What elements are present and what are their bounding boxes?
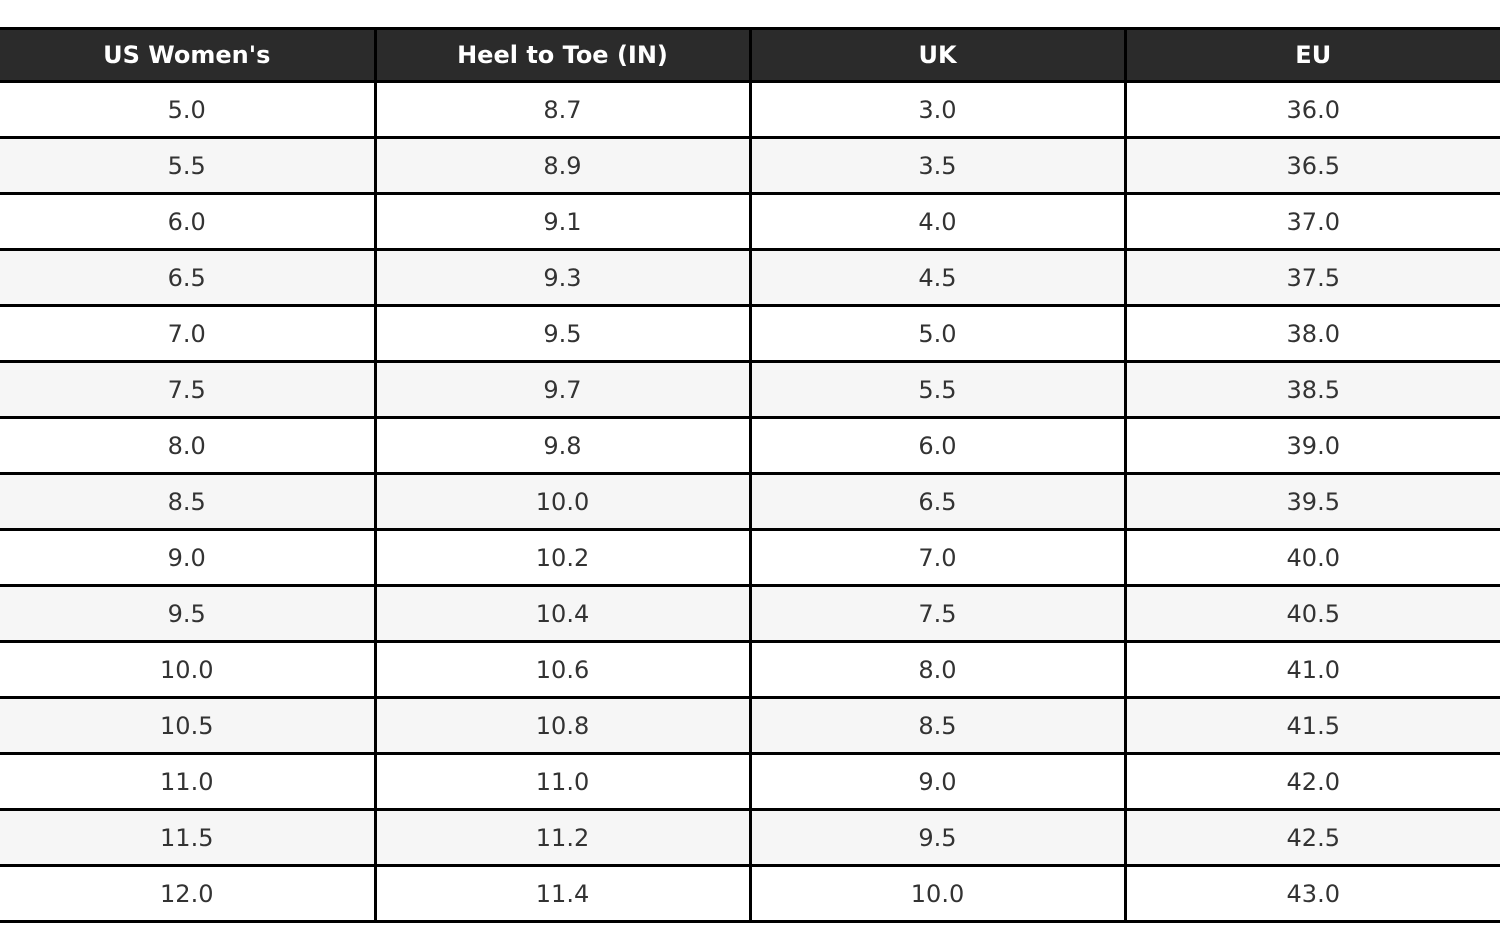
table-cell: 8.0 [748, 640, 1127, 699]
table-cell: 8.7 [373, 80, 752, 139]
table-cell: 11.4 [373, 864, 752, 923]
table-cell: 11.0 [373, 752, 752, 811]
table-row: 10.5 10.8 8.5 41.5 [0, 696, 1500, 755]
shoe-size-conversion-table: US Women's Heel to Toe (IN) UK EU 5.0 8.7 3.0… [0, 27, 1500, 923]
table-cell: 11.2 [373, 808, 752, 867]
table-row: 8.5 10.0 6.5 39.5 [0, 472, 1500, 531]
column-header-heel-to-toe-in: Heel to Toe (IN) [373, 27, 752, 83]
table-cell: 42.0 [1123, 752, 1500, 811]
table-cell: 40.0 [1123, 528, 1500, 587]
table-row: 7.5 9.7 5.5 38.5 [0, 360, 1500, 419]
table-cell: 4.0 [748, 192, 1127, 251]
table-row: 7.0 9.5 5.0 38.0 [0, 304, 1500, 363]
table-cell: 37.5 [1123, 248, 1500, 307]
table-cell: 7.0 [748, 528, 1127, 587]
table-cell: 9.0 [0, 528, 377, 587]
table-row: 6.5 9.3 4.5 37.5 [0, 248, 1500, 307]
table-cell: 37.0 [1123, 192, 1500, 251]
table-cell: 36.0 [1123, 80, 1500, 139]
table-cell: 36.5 [1123, 136, 1500, 195]
table-cell: 6.5 [0, 248, 377, 307]
table-cell: 10.8 [373, 696, 752, 755]
table-cell: 10.0 [0, 640, 377, 699]
table-cell: 11.0 [0, 752, 377, 811]
table-cell: 5.5 [748, 360, 1127, 419]
table-cell: 10.4 [373, 584, 752, 643]
table-cell: 4.5 [748, 248, 1127, 307]
table-cell: 8.9 [373, 136, 752, 195]
table-cell: 38.0 [1123, 304, 1500, 363]
table-cell: 9.5 [0, 584, 377, 643]
column-header-uk: UK [748, 27, 1127, 83]
table-cell: 7.5 [748, 584, 1127, 643]
table-cell: 41.0 [1123, 640, 1500, 699]
table-body: 5.0 8.7 3.0 36.0 5.5 8.9 3.5 36.5 6.0 9.1 4.0 37.0 6… [0, 80, 1500, 923]
table-row: 6.0 9.1 4.0 37.0 [0, 192, 1500, 251]
table-row: 9.5 10.4 7.5 40.5 [0, 584, 1500, 643]
column-header-us-women-s: US Women's [0, 27, 377, 83]
table-cell: 8.5 [748, 696, 1127, 755]
table-cell: 8.5 [0, 472, 377, 531]
table-row: 5.5 8.9 3.5 36.5 [0, 136, 1500, 195]
table-cell: 11.5 [0, 808, 377, 867]
table-cell: 9.3 [373, 248, 752, 307]
table-cell: 10.2 [373, 528, 752, 587]
shoe-size-conversion-table-container: US Women's Heel to Toe (IN) UK EU 5.0 8.7 3.0… [0, 27, 1500, 923]
table-cell: 3.0 [748, 80, 1127, 139]
table-cell: 5.0 [748, 304, 1127, 363]
table-row: 8.0 9.8 6.0 39.0 [0, 416, 1500, 475]
table-cell: 6.0 [748, 416, 1127, 475]
table-cell: 8.0 [0, 416, 377, 475]
table-cell: 9.5 [373, 304, 752, 363]
table-row: 5.0 8.7 3.0 36.0 [0, 80, 1500, 139]
table-cell: 10.5 [0, 696, 377, 755]
table-cell: 9.7 [373, 360, 752, 419]
table-cell: 41.5 [1123, 696, 1500, 755]
table-cell: 6.0 [0, 192, 377, 251]
table-cell: 9.0 [748, 752, 1127, 811]
table-cell: 5.0 [0, 80, 377, 139]
table-cell: 39.5 [1123, 472, 1500, 531]
table-cell: 12.0 [0, 864, 377, 923]
table-cell: 7.0 [0, 304, 377, 363]
table-cell: 7.5 [0, 360, 377, 419]
table-cell: 5.5 [0, 136, 377, 195]
table-cell: 6.5 [748, 472, 1127, 531]
table-cell: 9.8 [373, 416, 752, 475]
table-cell: 10.0 [748, 864, 1127, 923]
table-cell: 10.0 [373, 472, 752, 531]
table-cell: 42.5 [1123, 808, 1500, 867]
table-cell: 40.5 [1123, 584, 1500, 643]
table-cell: 38.5 [1123, 360, 1500, 419]
table-cell: 10.6 [373, 640, 752, 699]
table-row: 9.0 10.2 7.0 40.0 [0, 528, 1500, 587]
column-header-eu: EU [1123, 27, 1500, 83]
table-row: 11.5 11.2 9.5 42.5 [0, 808, 1500, 867]
table-row: 12.0 11.4 10.0 43.0 [0, 864, 1500, 923]
table-cell: 9.5 [748, 808, 1127, 867]
table-cell: 9.1 [373, 192, 752, 251]
table-row: 10.0 10.6 8.0 41.0 [0, 640, 1500, 699]
table-cell: 3.5 [748, 136, 1127, 195]
table-row: 11.0 11.0 9.0 42.0 [0, 752, 1500, 811]
table-cell: 43.0 [1123, 864, 1500, 923]
table-header: US Women's Heel to Toe (IN) UK EU [0, 27, 1500, 83]
table-cell: 39.0 [1123, 416, 1500, 475]
header-row: US Women's Heel to Toe (IN) UK EU [0, 27, 1500, 83]
